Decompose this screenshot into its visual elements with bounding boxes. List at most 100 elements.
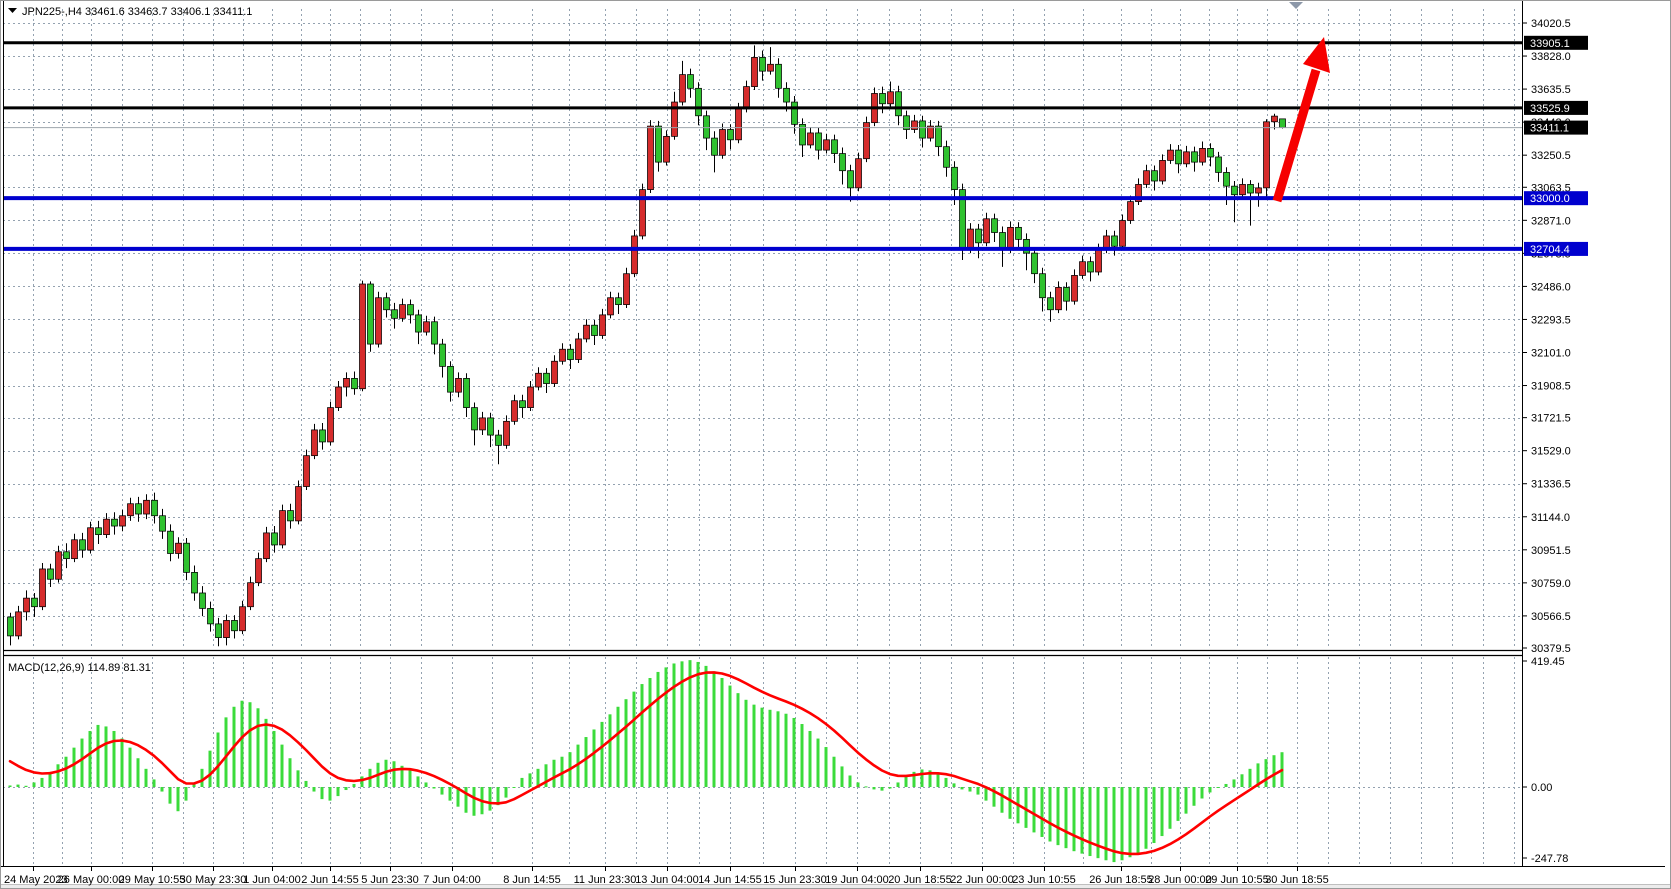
candle-bearish[interactable] [1151, 170, 1158, 182]
candle-bullish[interactable] [551, 360, 558, 384]
candle-bullish[interactable] [335, 386, 342, 408]
candle-bearish[interactable] [903, 115, 910, 130]
candle-bullish[interactable] [1055, 287, 1062, 311]
candle-bullish[interactable] [823, 139, 830, 151]
candle-bullish[interactable] [423, 321, 430, 333]
candle-bullish[interactable] [1119, 220, 1126, 247]
candle-bullish[interactable] [1007, 226, 1014, 251]
candle-bearish[interactable] [543, 372, 550, 384]
candle-bullish[interactable] [223, 620, 230, 638]
candle-bullish[interactable] [1199, 148, 1206, 163]
candle-bullish[interactable] [559, 348, 566, 362]
candle-bearish[interactable] [711, 137, 718, 156]
candle-bearish[interactable] [287, 510, 294, 522]
candle-bullish[interactable] [1071, 275, 1078, 302]
candle-bearish[interactable] [7, 616, 14, 637]
candle-bearish[interactable] [407, 304, 414, 316]
candle-bullish[interactable] [1159, 160, 1166, 182]
candle-bearish[interactable] [1223, 172, 1230, 187]
candle-bearish[interactable] [1047, 297, 1054, 311]
horizontal-level-lines[interactable] [3, 41, 1522, 251]
candle-bearish[interactable] [319, 429, 326, 443]
candle-bearish[interactable] [47, 568, 54, 580]
candle-bullish[interactable] [911, 120, 918, 130]
candle-bullish[interactable] [1271, 115, 1278, 123]
candle-bullish[interactable] [599, 314, 606, 336]
candle-bullish[interactable] [735, 108, 742, 141]
candle-bullish[interactable] [375, 297, 382, 345]
candle-bearish[interactable] [463, 378, 470, 408]
candle-bearish[interactable] [991, 218, 998, 233]
candle-bullish[interactable] [1263, 121, 1270, 189]
candle-bearish[interactable] [271, 532, 278, 546]
candle-bullish[interactable] [175, 542, 182, 554]
candle-bullish[interactable] [239, 606, 246, 632]
candle-bullish[interactable] [143, 499, 150, 515]
candle-bullish[interactable] [631, 235, 638, 275]
candle-bearish[interactable] [799, 123, 806, 146]
candle-bullish[interactable] [103, 518, 110, 535]
candle-bearish[interactable] [703, 115, 710, 139]
candle-bullish[interactable] [1135, 184, 1142, 202]
candle-bearish[interactable] [879, 93, 886, 105]
candle-bearish[interactable] [415, 314, 422, 333]
candle-bearish[interactable] [1191, 151, 1198, 163]
chart-shift-marker-icon[interactable] [1289, 2, 1303, 9]
candle-bearish[interactable] [655, 125, 662, 163]
candle-bullish[interactable] [311, 429, 318, 457]
candle-bullish[interactable] [263, 532, 270, 560]
candle-bearish[interactable] [695, 87, 702, 117]
candle-bearish[interactable] [191, 572, 198, 594]
candle-bullish[interactable] [743, 86, 750, 110]
candle-bearish[interactable] [975, 228, 982, 244]
candle-bullish[interactable] [279, 510, 286, 546]
candle-bearish[interactable] [151, 499, 158, 517]
candle-bullish[interactable] [1095, 249, 1102, 273]
candle-bullish[interactable] [1079, 261, 1086, 276]
candle-bullish[interactable] [1255, 187, 1262, 194]
candle-bearish[interactable] [1063, 287, 1070, 302]
candle-bearish[interactable] [471, 407, 478, 431]
candle-bullish[interactable] [639, 189, 646, 237]
candle-bearish[interactable] [591, 324, 598, 336]
candle-bullish[interactable] [1127, 201, 1134, 221]
candle-bearish[interactable] [95, 527, 102, 535]
candle-bullish[interactable] [303, 455, 310, 487]
macd-indicator-panel[interactable] [8, 660, 1284, 863]
candle-bullish[interactable] [927, 125, 934, 139]
candle-bearish[interactable] [1015, 226, 1022, 240]
candle-bullish[interactable] [663, 136, 670, 163]
candle-bullish[interactable] [511, 400, 518, 422]
candle-bullish[interactable] [535, 372, 542, 388]
candle-bearish[interactable] [1279, 118, 1286, 128]
candle-bullish[interactable] [1143, 170, 1150, 185]
candle-bearish[interactable] [159, 515, 166, 532]
candle-bullish[interactable] [575, 338, 582, 360]
candle-bullish[interactable] [503, 420, 510, 446]
candle-bearish[interactable] [1175, 149, 1182, 165]
candle-bearish[interactable] [1023, 238, 1030, 254]
candle-bullish[interactable] [119, 515, 126, 527]
candle-bullish[interactable] [55, 551, 62, 580]
candle-bullish[interactable] [647, 125, 654, 190]
candle-bearish[interactable] [1247, 184, 1254, 194]
candle-bullish[interactable] [671, 101, 678, 137]
candle-bearish[interactable] [831, 139, 838, 154]
candle-bearish[interactable] [1031, 252, 1038, 275]
candle-bearish[interactable] [895, 91, 902, 117]
candle-bullish[interactable] [527, 386, 534, 408]
trend-arrow-shaft[interactable] [1272, 68, 1321, 203]
candle-bearish[interactable] [495, 434, 502, 446]
candle-bullish[interactable] [255, 558, 262, 584]
candle-bullish[interactable] [15, 611, 22, 637]
candle-bearish[interactable] [919, 120, 926, 139]
candle-bearish[interactable] [1087, 261, 1094, 273]
candle-bearish[interactable] [847, 170, 854, 189]
candle-bearish[interactable] [351, 378, 358, 390]
candle-bullish[interactable] [767, 63, 774, 72]
candle-bearish[interactable] [815, 132, 822, 151]
candle-bearish[interactable] [439, 343, 446, 367]
candle-bearish[interactable] [207, 608, 214, 625]
candle-bearish[interactable] [231, 620, 238, 632]
candle-bullish[interactable] [887, 91, 894, 105]
